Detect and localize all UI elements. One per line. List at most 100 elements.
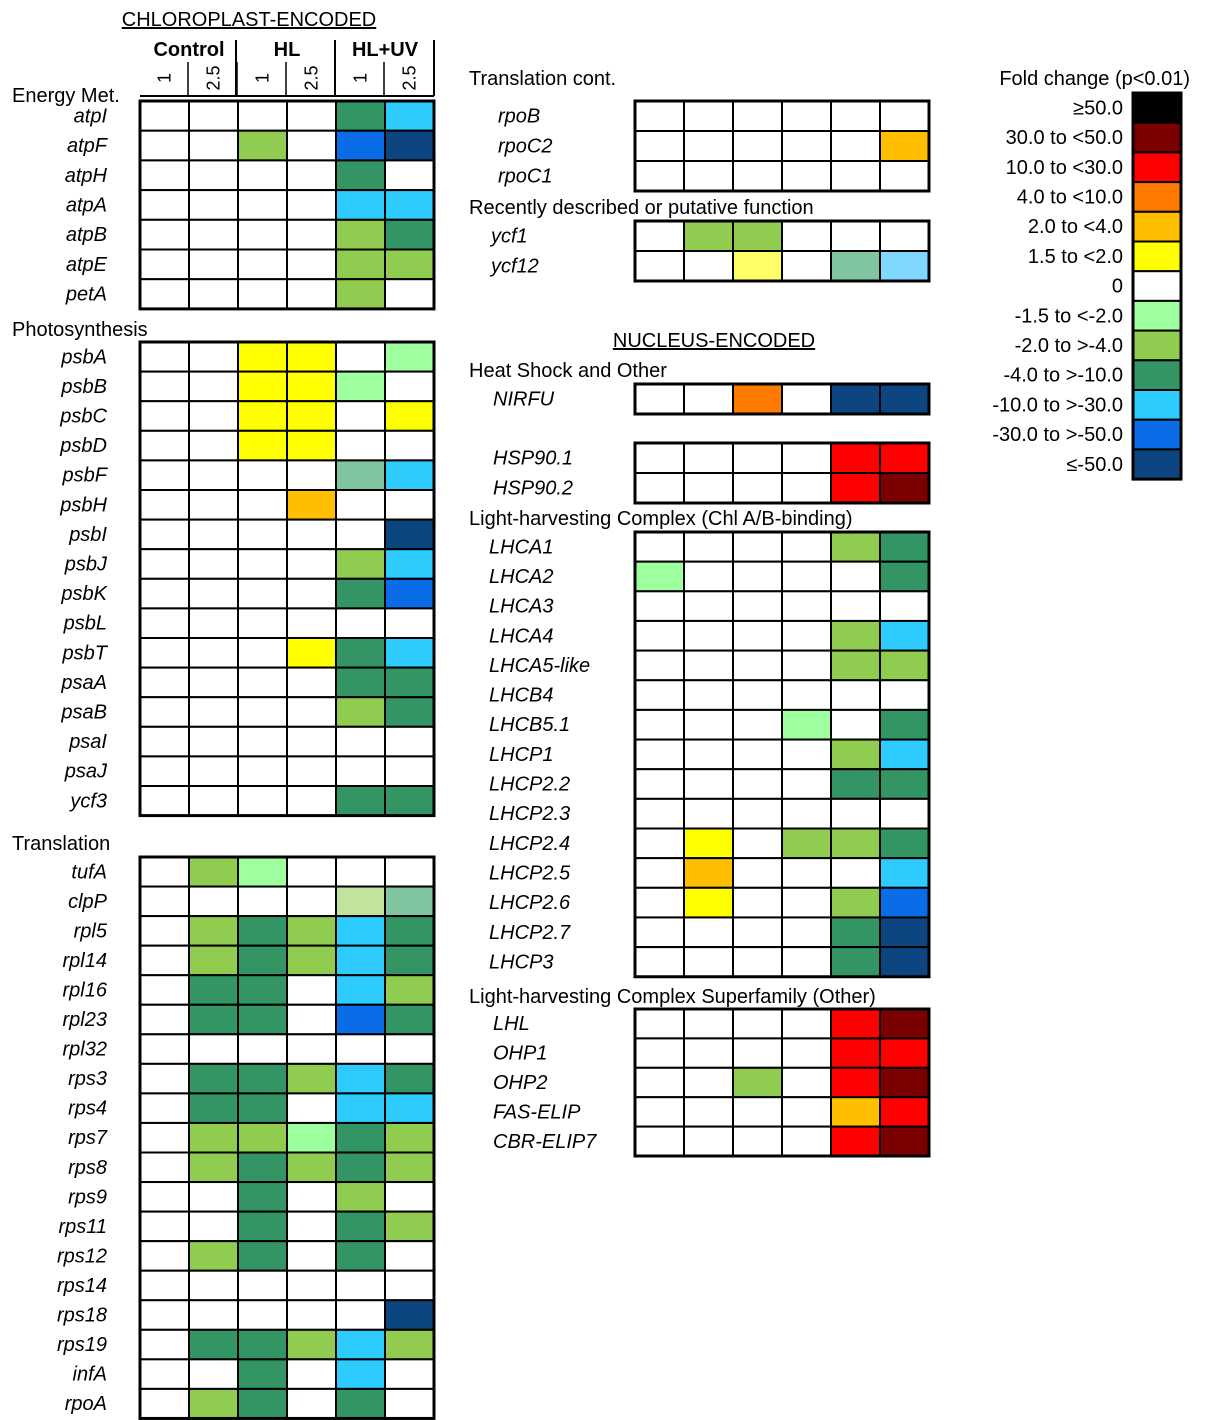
heatmap-cell xyxy=(634,590,685,622)
heatmap-cell xyxy=(237,944,288,977)
condition-header: Control xyxy=(153,39,224,61)
heatmap-cell xyxy=(732,1008,783,1040)
heatmap-cell xyxy=(830,679,881,711)
heatmap-cell xyxy=(634,1096,685,1128)
heatmap-cell xyxy=(237,218,288,251)
heatmap-cell xyxy=(781,130,832,162)
heatmap-cell xyxy=(634,472,685,504)
heatmap-cell xyxy=(781,708,832,741)
group-photo: Photosynthesis psbA psbB psbC psbD psbF psbH ps… xyxy=(12,319,436,818)
gene-label: LHCA1 xyxy=(489,536,553,558)
gene-label: rps12 xyxy=(57,1245,107,1267)
heatmap-cell xyxy=(139,1121,190,1154)
heatmap-cell xyxy=(286,370,337,403)
gene-label: LHCA4 xyxy=(489,625,553,647)
gene-label: LHCP1 xyxy=(489,744,553,766)
gene-label: psbH xyxy=(59,494,107,516)
heatmap-cell xyxy=(683,886,734,919)
heatmap-cell xyxy=(139,1210,190,1243)
heatmap-cell xyxy=(781,946,832,978)
heatmap-cell xyxy=(139,548,190,580)
gene-label: psaB xyxy=(60,702,107,724)
gene-label: ycf12 xyxy=(489,256,539,278)
heatmap-cell xyxy=(188,400,239,432)
heatmap-cell xyxy=(830,590,881,622)
group-heat: Heat Shock and Other NIRFU xyxy=(469,360,931,416)
heatmap-cell xyxy=(139,856,190,888)
heatmap-cell xyxy=(781,679,832,711)
heatmap-cell xyxy=(188,1387,239,1420)
heatmap-cell xyxy=(830,560,881,593)
heatmap-cell xyxy=(188,755,239,788)
heatmap-cell xyxy=(237,278,288,310)
heatmap-cell xyxy=(732,886,783,919)
heatmap-cell xyxy=(830,946,881,978)
heatmap-cell xyxy=(139,666,190,699)
gene-label: tufA xyxy=(71,861,107,883)
heatmap-cell xyxy=(335,1269,386,1302)
heatmap-cell xyxy=(335,1387,386,1420)
heatmap-cell xyxy=(781,1125,832,1157)
heatmap-cell xyxy=(188,637,239,669)
group-transl: Translation tufA clpP rpl5 rpl14 rpl16 rpl23 rp… xyxy=(12,833,436,1420)
heatmap-cell xyxy=(384,785,435,817)
gene-label: rpoB xyxy=(498,106,540,128)
heatmap-cell xyxy=(335,218,386,251)
heatmap-cell xyxy=(732,160,783,192)
heatmap-cell xyxy=(683,1096,734,1128)
heatmap-cell xyxy=(335,1092,386,1124)
heatmap-cell xyxy=(879,220,930,252)
gene-label: psbA xyxy=(60,346,107,368)
heatmap-cell xyxy=(286,1210,337,1243)
heatmap-cell xyxy=(879,442,930,474)
heatmap-cell xyxy=(188,1328,239,1361)
gene-label: OHP2 xyxy=(493,1072,547,1094)
heatmap-cell xyxy=(286,785,337,817)
gene-label: rpl16 xyxy=(63,979,108,1001)
heatmap-cell xyxy=(634,797,685,830)
heatmap-cell xyxy=(237,548,288,580)
heatmap-cell xyxy=(384,459,435,491)
heatmap-cell xyxy=(781,619,832,652)
legend-swatch xyxy=(1132,270,1182,302)
heatmap-cell xyxy=(335,885,386,918)
heatmap-cell xyxy=(286,218,337,251)
heatmap-cell xyxy=(139,1240,190,1272)
heatmap-cell xyxy=(634,442,685,474)
heatmap-cell xyxy=(683,679,734,711)
legend-item: 30.0 to <50.0 xyxy=(1006,121,1182,154)
heatmap-cell xyxy=(286,1328,337,1361)
heatmap-cell xyxy=(683,130,734,162)
heatmap-cell xyxy=(188,1092,239,1124)
heatmap-cell xyxy=(830,383,881,415)
heatmap-cell xyxy=(781,1096,832,1128)
gene-label: LHCB5.1 xyxy=(489,714,570,736)
heatmap-cell xyxy=(335,370,386,403)
heatmap-cell xyxy=(683,857,734,889)
heatmap-cell xyxy=(139,1358,190,1390)
heatmap-cell xyxy=(237,974,288,1006)
heatmap-cell xyxy=(781,250,832,282)
heatmap-cell xyxy=(830,442,881,474)
heatmap-cell xyxy=(384,1181,435,1213)
gene-label: psbB xyxy=(60,376,107,398)
heatmap-cell xyxy=(188,1062,239,1095)
heatmap-cell xyxy=(139,189,190,221)
heatmap-cell xyxy=(879,250,930,282)
heatmap-cell xyxy=(188,370,239,403)
heatmap-cell xyxy=(781,160,832,192)
heatmap-cell xyxy=(335,696,386,728)
heatmap-cell xyxy=(683,383,734,415)
heatmap-cell xyxy=(335,944,386,977)
heatmap-cell xyxy=(384,1062,435,1095)
legend-item: 10.0 to <30.0 xyxy=(1006,151,1182,184)
heatmap-cell xyxy=(188,1151,239,1184)
heatmap-cell xyxy=(237,696,288,728)
heatmap-cell xyxy=(335,1062,386,1095)
heatmap-cell xyxy=(237,885,288,918)
heatmap-cell xyxy=(139,577,190,610)
heatmap-cell xyxy=(384,1121,435,1154)
heatmap-cell xyxy=(384,1269,435,1302)
heatmap-cell xyxy=(879,916,930,949)
heatmap-cell xyxy=(188,785,239,817)
